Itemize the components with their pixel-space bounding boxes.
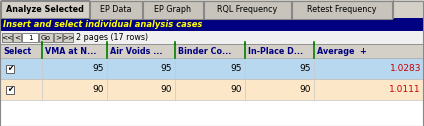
Bar <box>13 33 21 42</box>
Text: Go: Go <box>41 35 51 40</box>
Text: EP Data: EP Data <box>100 6 132 14</box>
Text: 90: 90 <box>92 85 104 94</box>
Text: 95: 95 <box>92 64 104 73</box>
Bar <box>143 1 203 19</box>
Text: ✔: ✔ <box>7 85 13 94</box>
Bar <box>63 33 73 42</box>
Bar <box>1 0 89 18</box>
Text: EP Graph: EP Graph <box>154 6 192 14</box>
Text: ✔: ✔ <box>7 64 13 73</box>
Text: Average  +: Average + <box>317 46 367 55</box>
Text: Air Voids ...: Air Voids ... <box>110 46 162 55</box>
Bar <box>0 100 424 126</box>
Text: VMA at N...: VMA at N... <box>45 46 96 55</box>
Bar <box>0 31 424 44</box>
Text: Binder Co...: Binder Co... <box>178 46 232 55</box>
Text: 1: 1 <box>28 35 32 40</box>
Bar <box>0 58 424 79</box>
Bar <box>22 33 38 42</box>
Bar <box>292 1 392 19</box>
Text: >: > <box>55 35 61 40</box>
Bar <box>90 1 142 19</box>
Text: 2 pages (17 rows): 2 pages (17 rows) <box>76 33 148 42</box>
Bar <box>0 44 424 58</box>
Bar <box>0 79 424 100</box>
Text: 95: 95 <box>161 64 172 73</box>
Text: 90: 90 <box>231 85 242 94</box>
Bar <box>2 33 12 42</box>
Text: 90: 90 <box>161 85 172 94</box>
Text: >>: >> <box>62 35 74 40</box>
Bar <box>6 86 14 93</box>
Bar <box>6 65 14 72</box>
Bar <box>0 18 424 31</box>
Text: Select: Select <box>3 46 31 55</box>
Text: 1.0283: 1.0283 <box>390 64 421 73</box>
Text: Insert and select individual analysis cases: Insert and select individual analysis ca… <box>3 20 202 29</box>
Text: RQL Frequency: RQL Frequency <box>218 6 278 14</box>
Text: 90: 90 <box>299 85 311 94</box>
Text: Analyze Selected: Analyze Selected <box>6 5 84 13</box>
Text: <<: << <box>1 35 13 40</box>
Bar <box>54 33 62 42</box>
Text: 95: 95 <box>231 64 242 73</box>
Bar <box>39 33 53 42</box>
Bar <box>204 1 291 19</box>
Text: 95: 95 <box>299 64 311 73</box>
Text: In-Place D...: In-Place D... <box>248 46 303 55</box>
Text: Retest Frequency: Retest Frequency <box>307 6 377 14</box>
Text: <: < <box>14 35 20 40</box>
Text: 1.0111: 1.0111 <box>389 85 421 94</box>
